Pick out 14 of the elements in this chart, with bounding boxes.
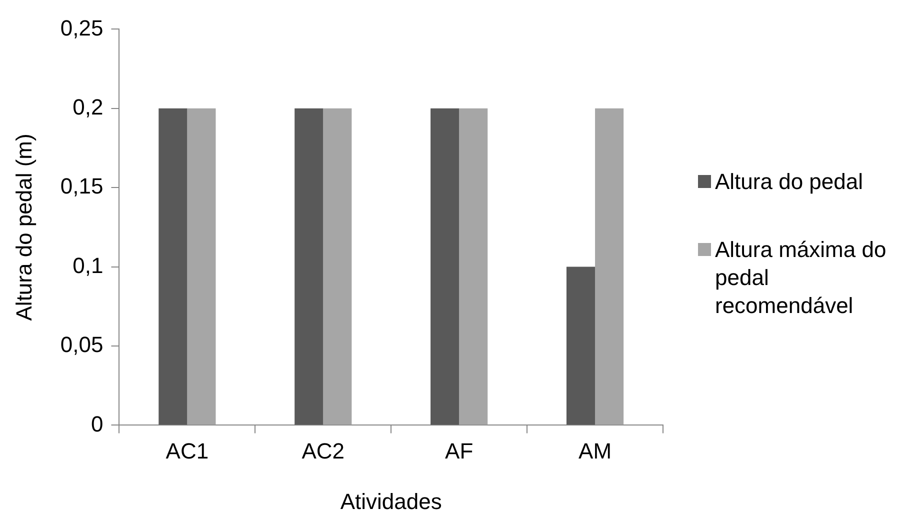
y-tick-label: 0,15 — [60, 174, 104, 199]
y-tick-label: 0,25 — [60, 15, 104, 40]
y-tick-label: 0,2 — [72, 94, 104, 120]
x-tick-label: AF — [445, 438, 474, 464]
legend-label: Altura do pedal — [715, 168, 863, 196]
y-tick-label: 0,1 — [72, 252, 104, 278]
x-tick-label: AC1 — [166, 438, 209, 464]
y-axis-title: Altura do pedal (m) — [11, 134, 36, 321]
x-axis-title: Atividades — [340, 488, 442, 514]
x-tick-label: AC2 — [302, 438, 345, 464]
legend-label: Altura máxima do pedal recomendável — [715, 236, 888, 320]
y-tick-label: 0,05 — [60, 332, 104, 358]
y-tick-label: 0 — [90, 411, 104, 436]
x-tick-label: AM — [578, 438, 612, 464]
